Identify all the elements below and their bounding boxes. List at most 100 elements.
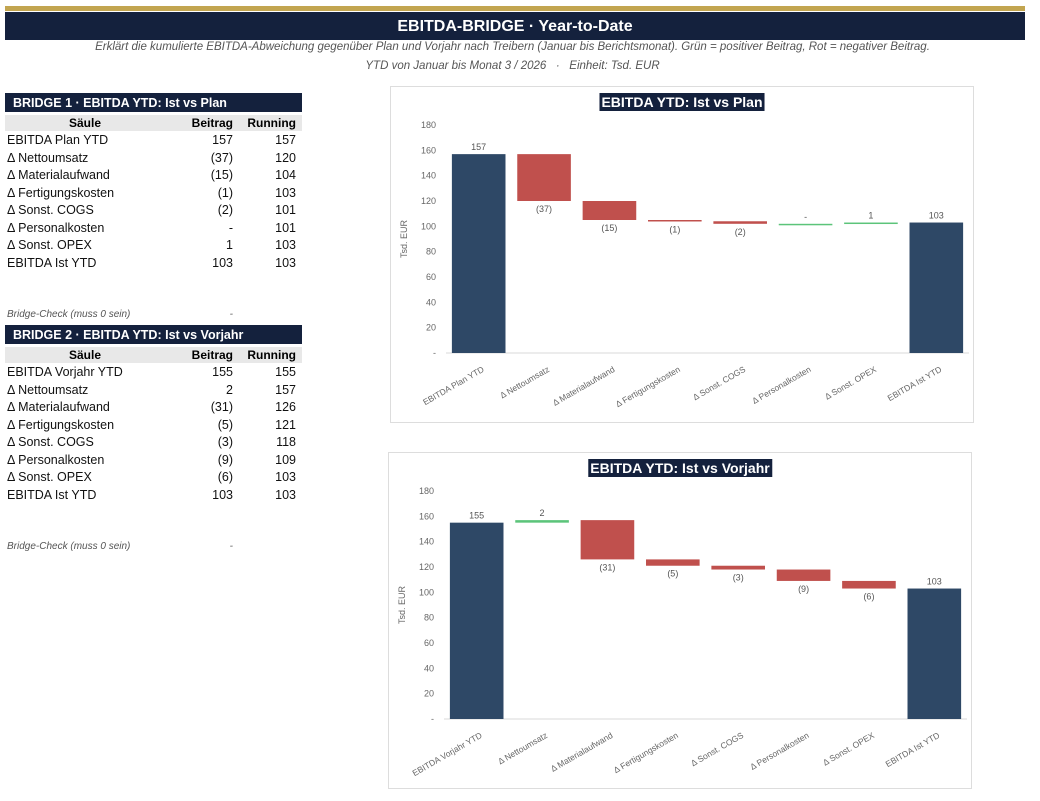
y-tick-label: 120	[421, 196, 436, 206]
y-tick-label: 140	[421, 171, 436, 181]
value-label: 1	[868, 211, 873, 221]
table-cell: Δ Sonst. OPEX	[7, 470, 92, 484]
table-cell: 155	[212, 365, 233, 379]
bar	[909, 222, 964, 353]
y-tick-label: 40	[424, 663, 434, 673]
bar	[713, 221, 767, 224]
table-cell: 101	[275, 203, 296, 217]
value-label: (31)	[599, 562, 615, 572]
table-title: BRIDGE 1 · EBITDA YTD: Ist vs Plan	[5, 93, 302, 112]
table-cell: Δ Fertigungskosten	[7, 185, 115, 200]
y-tick-label: 180	[421, 120, 436, 130]
chart-title-bg	[588, 459, 773, 477]
bar	[517, 154, 571, 201]
value-label: (5)	[667, 569, 678, 579]
bar	[648, 220, 702, 222]
bar	[842, 580, 896, 589]
x-tick-label: Δ Materialaufwand	[549, 730, 615, 774]
table-cell: EBITDA Ist YTD	[7, 487, 97, 502]
table-header	[5, 115, 302, 131]
y-tick-label: 80	[424, 613, 434, 623]
table-cell: 2	[226, 382, 233, 397]
table-cell: Δ Materialaufwand	[7, 400, 110, 414]
x-tick-label: EBITDA Plan YTD	[421, 364, 486, 407]
table-cell: 103	[275, 255, 296, 270]
x-tick-label: Δ Personalkosten	[750, 364, 813, 406]
bar	[451, 154, 506, 353]
x-tick-label: EBITDA Ist YTD	[886, 364, 944, 403]
y-tick-label: 180	[419, 486, 434, 496]
table-cell: 103	[212, 487, 233, 502]
chart-title: EBITDA YTD: Ist vs Vorjahr	[590, 460, 770, 476]
page-title: EBITDA-BRIDGE · Year-to-Date	[5, 12, 1025, 40]
x-tick-label: EBITDA Vorjahr YTD	[411, 730, 484, 778]
table-header	[5, 347, 302, 363]
table-cell: 104	[275, 168, 296, 182]
y-tick-label: -	[431, 714, 434, 724]
table-cell: Δ Sonst. COGS	[7, 203, 94, 217]
bar	[776, 569, 831, 581]
bar	[515, 520, 569, 523]
column-header: Säule	[68, 116, 101, 130]
x-tick-label: Δ Sonst. OPEX	[821, 730, 876, 768]
value-label: (1)	[669, 225, 680, 235]
table-cell: EBITDA Ist YTD	[7, 255, 97, 270]
y-tick-label: 120	[419, 562, 434, 572]
table-cell: 126	[275, 400, 296, 414]
bar	[580, 520, 635, 560]
y-tick-label: 100	[421, 221, 436, 231]
table-cell: 157	[212, 133, 233, 147]
x-tick-label: Δ Sonst. OPEX	[823, 364, 878, 402]
value-label: 103	[927, 577, 942, 587]
value-label: (15)	[601, 223, 617, 233]
value-label: (6)	[863, 592, 874, 602]
column-header: Beitrag	[191, 116, 233, 130]
y-axis-label: Tsd. EUR	[399, 219, 409, 258]
table-cell: Δ Fertigungskosten	[7, 417, 115, 432]
table-cell: (9)	[217, 452, 233, 467]
bar	[778, 223, 833, 226]
table-cell: 103	[275, 185, 296, 200]
bar	[711, 565, 765, 570]
table-cell: 157	[275, 133, 296, 147]
value-label: (37)	[536, 204, 552, 214]
value-label: (9)	[798, 584, 809, 594]
table-cell: 109	[275, 452, 296, 467]
table-cell: Δ Materialaufwand	[7, 168, 110, 182]
value-label: -	[804, 212, 807, 222]
x-tick-label: Δ Fertigungskosten	[614, 364, 682, 409]
y-tick-label: 140	[419, 537, 434, 547]
table-cell: Δ Personalkosten	[7, 220, 105, 235]
table-cell: Δ Sonst. OPEX	[7, 238, 92, 252]
y-tick-label: 160	[421, 145, 436, 155]
table-cell: (2)	[217, 203, 233, 217]
bar	[582, 201, 637, 220]
x-tick-label: Δ Nettoumsatz	[496, 730, 549, 766]
x-tick-label: Δ Materialaufwand	[551, 364, 617, 408]
y-tick-label: 20	[426, 323, 436, 333]
value-label: 155	[469, 511, 484, 521]
x-tick-label: Δ Nettoumsatz	[498, 364, 551, 400]
subtitle: YTD von Januar bis Monat 3 / 2026 · Einh…	[365, 60, 660, 72]
table-cell: EBITDA Plan YTD	[7, 133, 109, 147]
value-label: 157	[471, 142, 486, 152]
table-cell: 103	[275, 238, 296, 252]
y-tick-label: 60	[424, 638, 434, 648]
bar	[449, 522, 504, 719]
value-label: 103	[929, 211, 944, 221]
value-label: 2	[540, 508, 545, 518]
y-tick-label: 80	[426, 247, 436, 257]
check-label: Bridge-Check (muss 0 sein)	[7, 541, 131, 552]
table-cell: 103	[212, 255, 233, 270]
y-tick-label: 60	[426, 272, 436, 282]
table-cell: (1)	[217, 185, 233, 200]
column-header: Säule	[68, 348, 101, 362]
x-tick-label: Δ Personalkosten	[748, 730, 811, 772]
table-cell: 157	[275, 382, 296, 397]
chart-title: EBITDA YTD: Ist vs Plan	[601, 94, 762, 110]
y-tick-label: -	[433, 348, 436, 358]
table-cell: (31)	[210, 400, 233, 414]
chart: EBITDA YTD: Ist vs Plan Tsd. EUR - 20 40 60 80…	[390, 86, 974, 423]
x-tick-label: Δ Sonst. COGS	[691, 364, 747, 402]
column-header: Running	[247, 348, 296, 362]
